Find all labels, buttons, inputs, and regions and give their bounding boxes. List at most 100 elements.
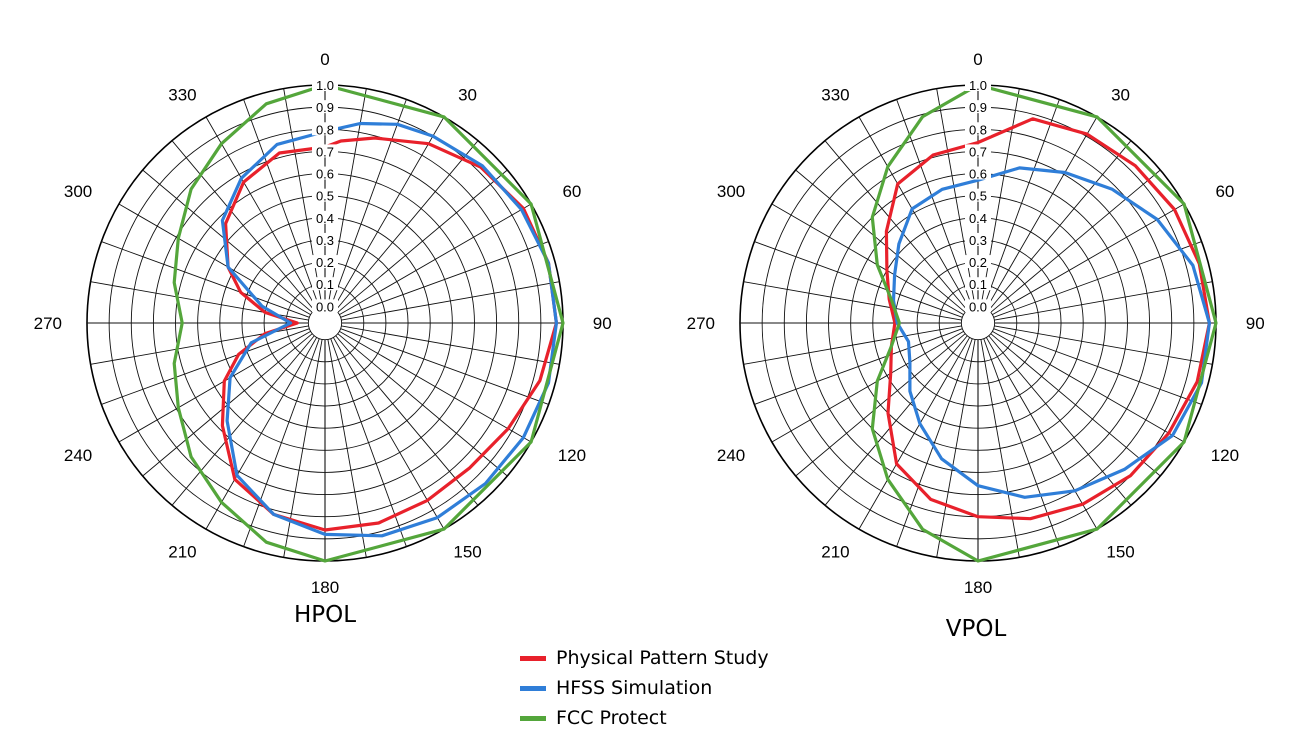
radial-tick-label: 0.8 [316, 122, 334, 137]
angular-gridline [340, 328, 549, 405]
radial-tick-label: 0.0 [316, 299, 334, 314]
radial-tick-label: 0.4 [316, 211, 334, 226]
angle-tick-label: 30 [458, 85, 477, 104]
radial-tick-label-bg [965, 210, 991, 224]
angular-gridline [992, 203, 1185, 316]
radial-tick-label: 0.5 [969, 189, 987, 204]
angular-gridline [896, 99, 973, 308]
angle-tick-label: 150 [453, 543, 481, 562]
angle-tick-label: 180 [964, 578, 992, 597]
radial-tick-label: 0.6 [969, 167, 987, 182]
chart-title: VPOL [946, 616, 1007, 642]
angle-tick-label: 300 [64, 182, 92, 201]
radial-tick-label-bg [965, 277, 991, 291]
angular-gridline [858, 116, 971, 309]
radial-tick-label: 0.9 [969, 100, 987, 115]
angular-gridline [993, 328, 1202, 405]
legend-label: FCC Protect [556, 707, 667, 729]
radial-tick-label: 1.0 [969, 78, 987, 93]
angular-gridline [337, 169, 508, 313]
angular-gridline [205, 337, 318, 530]
series-line-hfss-simulation [891, 166, 1211, 499]
angular-gridline [327, 339, 367, 558]
angle-tick-label: 330 [168, 85, 196, 104]
radial-tick-label: 0.3 [316, 233, 334, 248]
angle-tick-label: 0 [973, 50, 982, 69]
angular-gridline [990, 333, 1161, 477]
radial-tick-label: 0.1 [316, 277, 334, 292]
polar-chart-vpol: 0.0 0.1 0.2 0.3 0.4 0.5 0.6 0.7 0.8 0.9 1.0 0 30 60 90… [687, 50, 1265, 642]
series-line-physical-pattern-study [884, 117, 1211, 521]
angular-gridline [754, 328, 963, 405]
legend-item-physical-pattern-study: Physical Pattern Study [520, 643, 769, 673]
angular-gridline [988, 140, 1132, 311]
angular-gridline [988, 335, 1132, 506]
angular-gridline [743, 281, 962, 321]
angular-gridline [335, 335, 479, 506]
angular-gridline [101, 328, 310, 405]
radial-tick-label: 0.3 [969, 233, 987, 248]
legend-swatch [520, 685, 546, 691]
radial-tick-label: 1.0 [316, 78, 334, 93]
angular-gridline [983, 338, 1060, 547]
radial-tick-label-bg [312, 210, 338, 224]
angle-tick-label: 120 [558, 446, 586, 465]
radial-tick-label-bg [965, 122, 991, 136]
angular-gridline [994, 325, 1213, 365]
radial-tick-label: 0.8 [969, 122, 987, 137]
angle-tick-label: 210 [821, 543, 849, 562]
angular-gridline [332, 116, 445, 309]
radial-tick-label-bg [965, 299, 991, 313]
angular-gridline [795, 169, 966, 313]
angle-tick-label: 150 [1106, 543, 1134, 562]
angular-gridline [824, 335, 968, 506]
series-line-fcc-protect [172, 83, 565, 563]
angle-tick-label: 90 [1246, 314, 1265, 333]
radial-tick-label-bg [312, 232, 338, 246]
angular-gridline [337, 333, 508, 477]
radial-tick-label-bg [965, 144, 991, 158]
radial-tick-label-bg [965, 188, 991, 202]
angular-gridline [824, 140, 968, 311]
radial-tick-label-bg [312, 299, 338, 313]
radial-tick-label-bg [965, 100, 991, 114]
angular-gridline [118, 203, 311, 316]
radial-tick-label: 0.1 [969, 277, 987, 292]
radial-tick-label: 0.9 [316, 100, 334, 115]
angular-gridline [980, 88, 1020, 307]
radial-tick-label: 0.6 [316, 167, 334, 182]
radial-tick-label: 0.4 [969, 211, 987, 226]
angular-gridline [990, 169, 1161, 313]
legend-swatch [520, 655, 546, 661]
chart-title: HPOL [294, 602, 356, 628]
angular-gridline [936, 339, 976, 558]
angle-tick-label: 30 [1111, 85, 1130, 104]
angular-gridline [330, 99, 407, 308]
angular-gridline [339, 330, 532, 443]
angular-gridline [205, 116, 318, 309]
angular-gridline [754, 241, 963, 318]
angular-gridline [339, 203, 532, 316]
angle-tick-label: 270 [34, 314, 62, 333]
angular-gridline [980, 339, 1020, 558]
angular-gridline [340, 241, 549, 318]
angular-gridline [243, 99, 320, 308]
legend-label: Physical Pattern Study [556, 647, 769, 669]
angle-tick-label: 270 [687, 314, 715, 333]
angular-gridline [993, 241, 1202, 318]
angular-gridline [341, 281, 560, 321]
angular-gridline [985, 116, 1098, 309]
angular-gridline [994, 281, 1213, 321]
radial-tick-label-bg [965, 78, 991, 91]
radial-tick-label-bg [965, 255, 991, 269]
angular-gridline [992, 330, 1185, 443]
angular-gridline [795, 333, 966, 477]
angle-tick-label: 300 [717, 182, 745, 201]
radial-tick-label-bg [312, 78, 338, 91]
angular-gridline [243, 338, 320, 547]
radial-tick-label: 0.5 [316, 189, 334, 204]
radial-tick-label-bg [312, 166, 338, 180]
radial-tick-label-bg [312, 144, 338, 158]
legend-item-fcc-protect: FCC Protect [520, 703, 769, 733]
